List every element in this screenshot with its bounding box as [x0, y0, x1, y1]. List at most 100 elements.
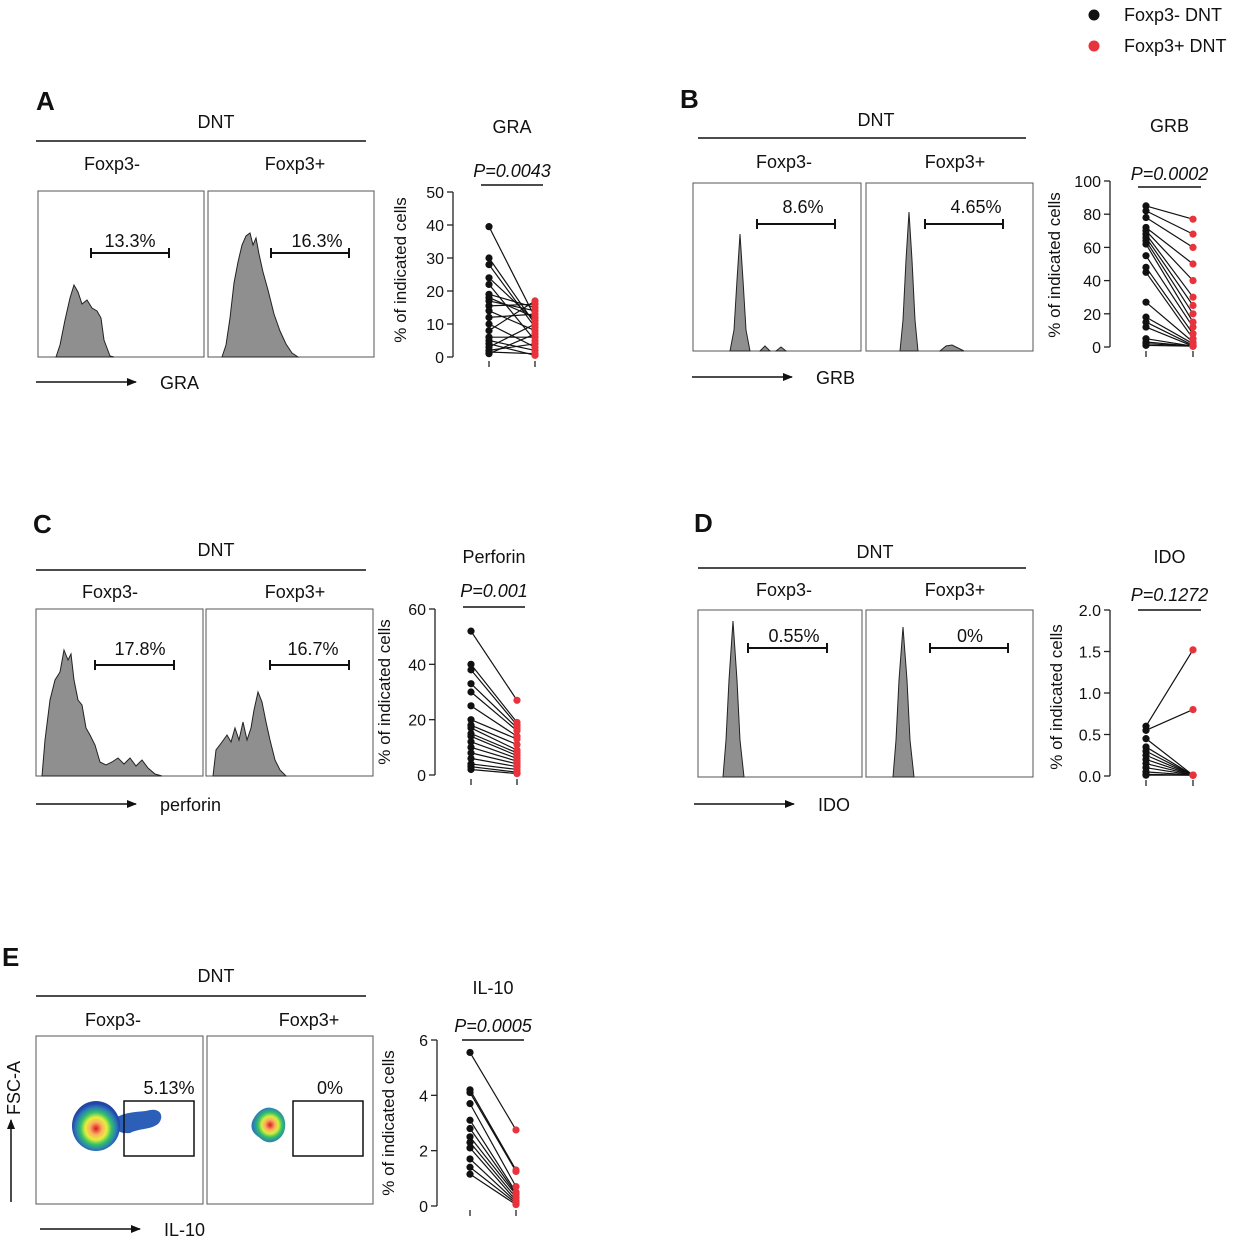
y-tick-label: 40 [1083, 274, 1101, 291]
group-label: DNT [198, 540, 235, 560]
pair-line [1145, 240, 1194, 315]
pos-column-label: Foxp3+ [279, 1010, 340, 1030]
y-tick-label: 40 [408, 657, 426, 674]
y-tick-label: 2.0 [1079, 603, 1101, 620]
point-foxp3-neg [485, 320, 493, 328]
histogram-neg [722, 620, 745, 778]
pair-line [1145, 738, 1194, 776]
histogram-pos [892, 626, 915, 778]
y-tick-label: 4 [419, 1088, 428, 1105]
y-tick-label: 100 [1074, 174, 1101, 191]
point-foxp3-neg [466, 1100, 474, 1108]
point-foxp3-pos [531, 310, 539, 318]
point-foxp3-pos [531, 340, 539, 348]
point-foxp3-neg [485, 307, 493, 315]
panel-a: A DNT Foxp3- Foxp3+ 13.3% 16.3% GRA [36, 86, 375, 393]
pair-line [1145, 344, 1194, 347]
y-tick-label: 30 [426, 251, 444, 268]
legend-marker-foxp3-neg [1088, 9, 1100, 21]
point-foxp3-neg [485, 261, 493, 269]
plot-title: GRA [492, 117, 531, 137]
pair-line [1145, 266, 1194, 335]
point-foxp3-neg [466, 1138, 474, 1146]
histogram-pos [899, 211, 965, 352]
y-tick-label: 1.0 [1079, 686, 1101, 703]
p-value: P=0.0005 [454, 1016, 533, 1036]
pair-line [1145, 750, 1194, 776]
paired-plot-perforin: Perforin P=0.001 0 20 40 60 % of indicated cel… [375, 547, 528, 785]
point-foxp3-neg [485, 297, 493, 305]
gate-box-pos [292, 1100, 364, 1157]
panel-letter: C [33, 509, 52, 539]
point-foxp3-neg [467, 732, 475, 740]
gate-percent-pos: 16.7% [287, 639, 338, 659]
y-axis-label: % of indicated cells [379, 1050, 398, 1196]
point-foxp3-pos [1189, 318, 1197, 326]
y-tick-label: 80 [1083, 207, 1101, 224]
point-foxp3-neg [467, 749, 475, 757]
point-foxp3-neg [485, 313, 493, 321]
pair-line [470, 741, 518, 759]
pair-line [470, 669, 518, 726]
pair-line [469, 1173, 517, 1206]
pair-line [1145, 746, 1194, 776]
point-foxp3-pos [1189, 706, 1197, 714]
point-foxp3-pos [512, 1201, 520, 1209]
point-foxp3-neg [1142, 341, 1150, 349]
point-foxp3-neg [467, 627, 475, 635]
marker-axis-label: IDO [818, 795, 850, 815]
point-foxp3-neg [466, 1124, 474, 1133]
histogram-neg [729, 233, 788, 352]
point-foxp3-neg [467, 743, 475, 751]
point-foxp3-pos [531, 320, 539, 328]
gate-percent-neg: 17.8% [114, 639, 165, 659]
point-foxp3-neg [1142, 263, 1150, 271]
y-tick-label: 60 [1083, 240, 1101, 257]
pair-line [470, 683, 518, 729]
panel-letter: D [694, 508, 713, 538]
pair-line [469, 1119, 517, 1193]
y-tick-label: 0.5 [1079, 728, 1101, 745]
point-foxp3-pos [1189, 310, 1197, 318]
pair-line [1145, 233, 1194, 298]
pair-line [469, 1166, 517, 1204]
point-foxp3-pos [512, 1126, 520, 1134]
point-foxp3-neg [466, 1048, 474, 1057]
group-label: DNT [857, 542, 894, 562]
y-tick-label: 20 [1083, 307, 1101, 324]
point-foxp3-pos [1189, 342, 1197, 350]
pair-line [470, 735, 518, 757]
point-foxp3-neg [466, 1116, 474, 1124]
pair-line [1145, 255, 1194, 328]
point-foxp3-neg [466, 1088, 474, 1097]
gate-percent-pos: 4.65% [950, 197, 1001, 217]
pair-line [488, 351, 536, 355]
point-foxp3-pos [513, 735, 521, 743]
histogram-frame-neg [697, 609, 863, 778]
pair-line [469, 1158, 517, 1203]
y-tick-label: 20 [426, 284, 444, 301]
histogram-frame-neg [37, 190, 205, 358]
pair-line [1145, 301, 1194, 343]
pair-line [470, 663, 518, 723]
pair-line [469, 1147, 517, 1201]
point-foxp3-pos [1189, 323, 1197, 331]
pair-line [1145, 237, 1194, 306]
pair-line [470, 719, 518, 740]
p-value: P=0.0002 [1131, 164, 1209, 184]
neg-column-label: Foxp3- [756, 580, 812, 600]
pair-line [1145, 767, 1194, 776]
point-foxp3-neg [467, 754, 475, 763]
histogram-frame-pos [205, 608, 374, 777]
y-axis-label: FSC-A [4, 1061, 24, 1115]
point-foxp3-neg [485, 327, 493, 335]
pos-column-label: Foxp3+ [265, 154, 326, 174]
marker-axis-label: GRB [816, 368, 855, 388]
point-foxp3-neg [467, 660, 475, 668]
panel-b: B DNT Foxp3- Foxp3+ 8.6% 4.65% GRB [680, 84, 1034, 388]
y-tick-label: 50 [426, 185, 444, 202]
point-foxp3-pos [513, 696, 521, 704]
pair-line [488, 343, 536, 351]
y-tick-label: 0 [1092, 340, 1101, 357]
